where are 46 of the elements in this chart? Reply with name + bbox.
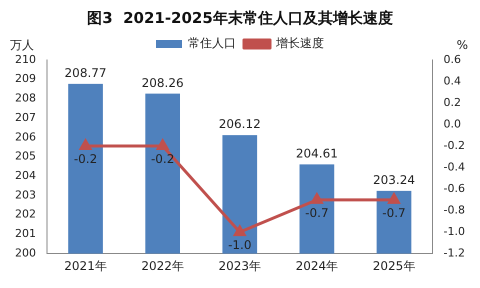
y2-tick-label: 0.4: [444, 74, 462, 88]
y-axis-title: 万人: [10, 38, 34, 52]
point: [80, 140, 92, 150]
y-tick-label: 202: [14, 208, 36, 221]
y-tick-label: 207: [14, 110, 36, 124]
chart-title: 图3 2021-2025年末常住人口及其增长速度: [87, 8, 393, 27]
data-label: 203.24: [372, 173, 415, 187]
data-label: -0.2: [74, 152, 98, 166]
legend-label: 增长速度: [275, 36, 324, 50]
point: [234, 226, 246, 236]
data-label: 204.61: [296, 146, 338, 160]
legend-label: 常住人口: [188, 36, 236, 50]
y-tick-label: 206: [14, 130, 36, 144]
y-tick-label: 201: [14, 227, 36, 240]
y-tick-label: 204: [14, 169, 36, 182]
data-label: -1.0: [228, 238, 252, 252]
data-label: 206.12: [218, 117, 261, 132]
x-tick-label: 2021年: [64, 258, 107, 273]
y2-tick-label: 0.2: [444, 96, 462, 109]
data-label: -0.7: [382, 206, 406, 220]
y2-tick-label: -0.4: [444, 160, 466, 174]
y2-tick-label: -0.6: [444, 182, 466, 195]
point: [156, 140, 168, 150]
x-tick-label: 2023年: [218, 258, 262, 273]
y-tick-label: 200: [14, 246, 36, 260]
y2-tick-label: 0.6: [444, 52, 462, 66]
y2-axis-title: %: [456, 38, 468, 52]
y2-tick-label: -1.2: [444, 246, 466, 260]
data-label: -0.2: [150, 152, 174, 166]
point: [311, 193, 323, 204]
y-tick-label: 210: [14, 52, 36, 66]
x-tick-label: 2022年: [141, 258, 184, 273]
data-label: 208.77: [64, 66, 107, 80]
x-tick-label: 2025年: [372, 258, 416, 273]
data-label: -0.7: [305, 206, 329, 220]
x-tick-label: 2024年: [296, 258, 338, 273]
y2-tick-label: -1.0: [444, 224, 466, 238]
y-tick-label: 209: [14, 72, 36, 86]
y2-tick-label: 0.0: [444, 117, 462, 130]
y2-tick-label: -0.8: [444, 203, 466, 216]
point: [388, 193, 400, 204]
y2-tick-label: -0.2: [444, 138, 466, 152]
y-tick-label: 208: [14, 92, 36, 105]
y-tick-label: 203: [14, 188, 36, 202]
y-tick-label: 205: [14, 150, 36, 163]
data-label: 208.26: [142, 76, 184, 90]
